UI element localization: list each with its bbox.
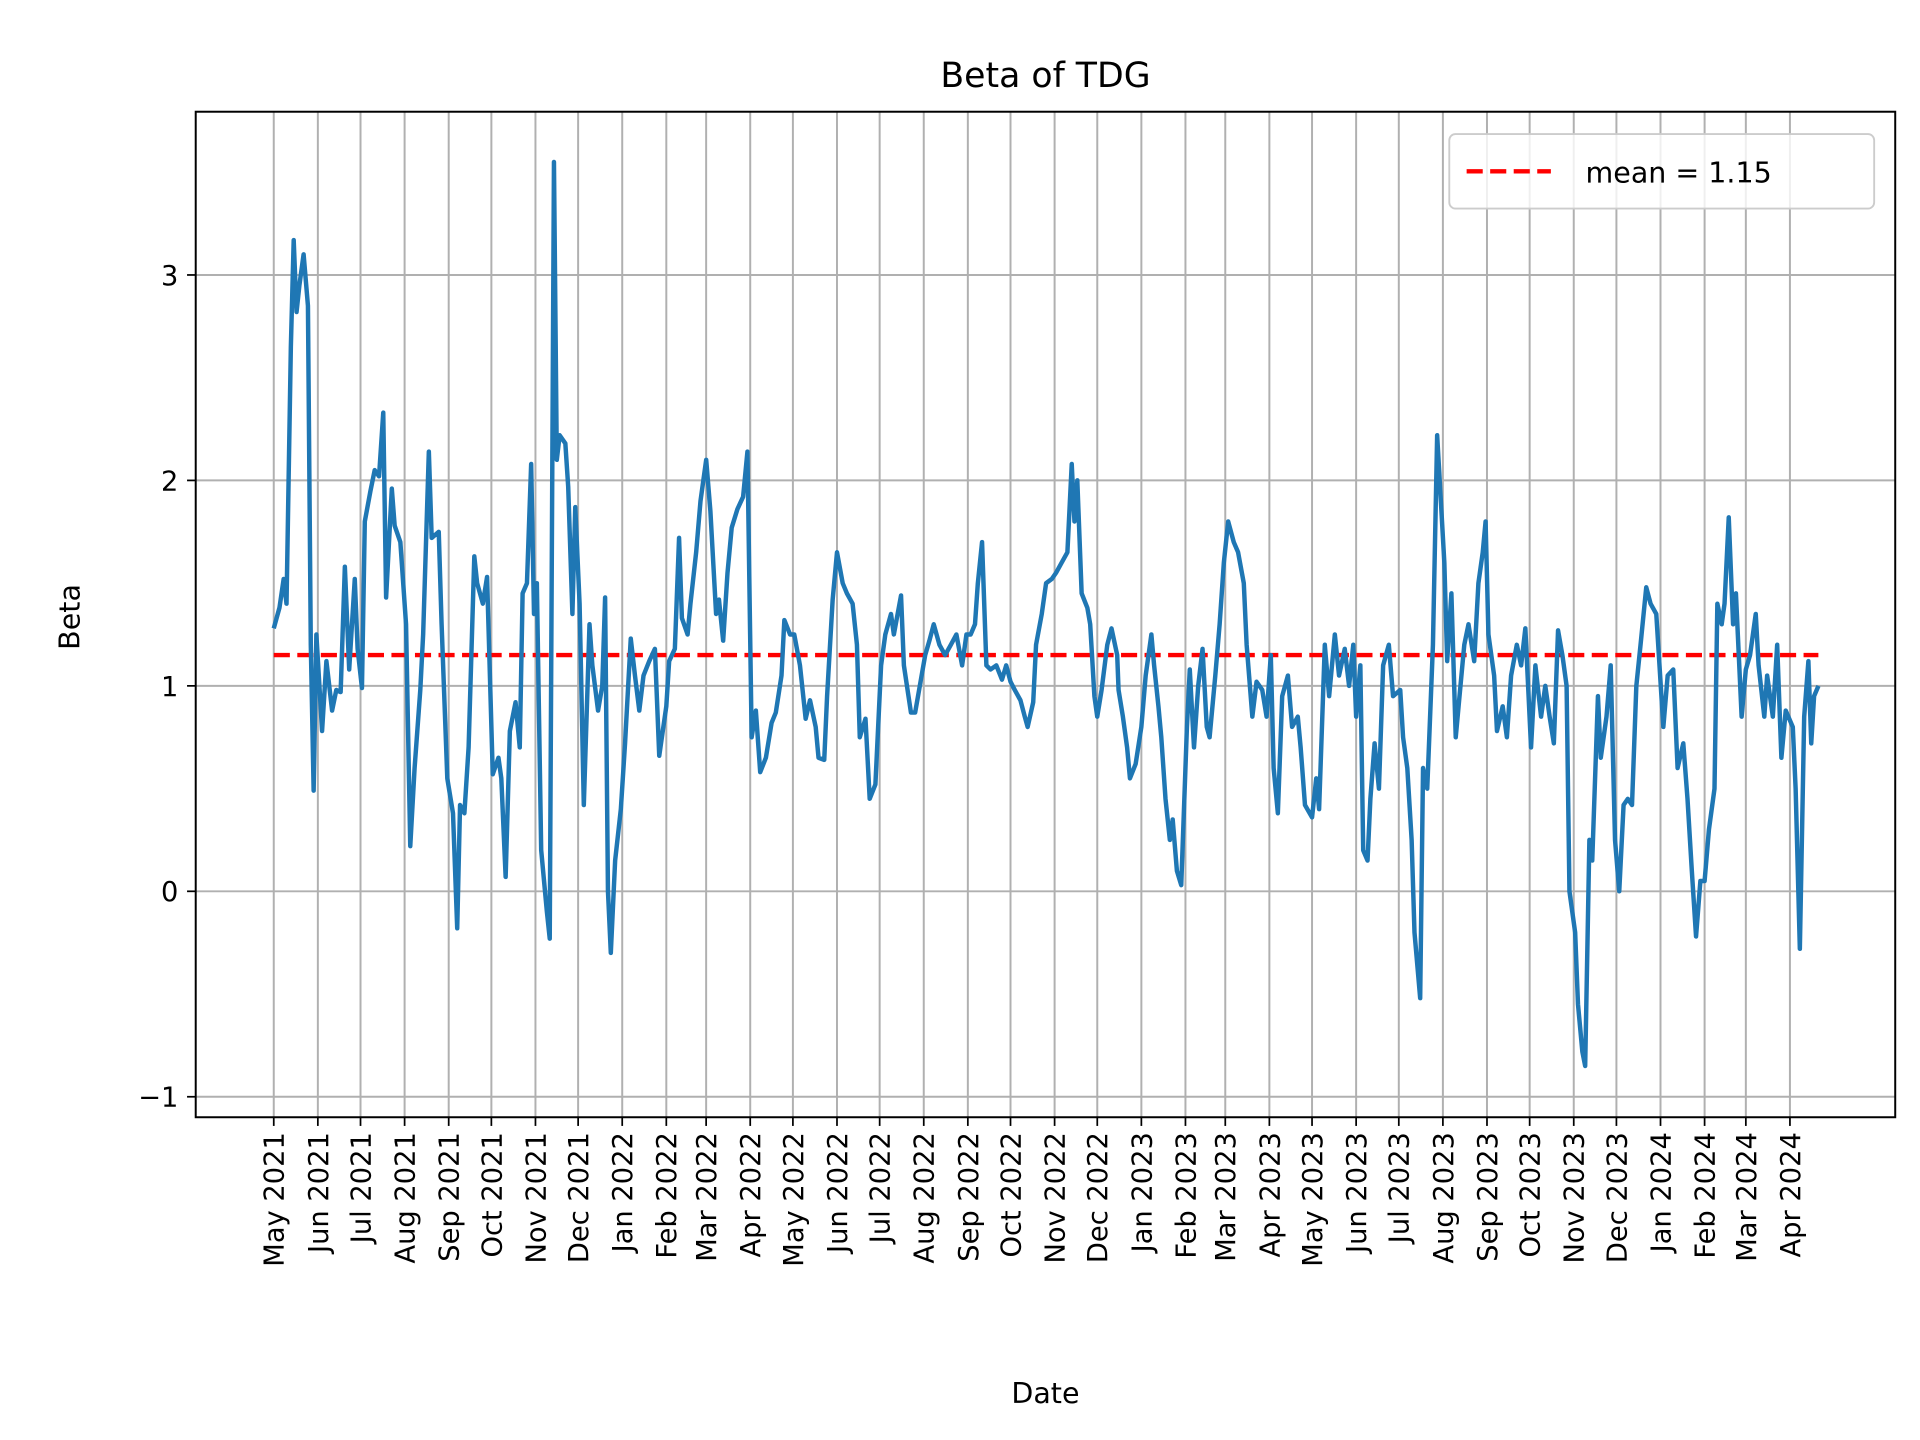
y-tick-label: 3 xyxy=(161,261,178,292)
x-tick-label: May 2021 xyxy=(260,1132,291,1267)
legend: mean = 1.15 xyxy=(1448,133,1876,210)
x-tick-label: May 2022 xyxy=(779,1132,810,1267)
x-tick-label: Apr 2022 xyxy=(736,1132,767,1257)
y-tick-label: 2 xyxy=(161,466,178,497)
x-tick-label: Sep 2023 xyxy=(1473,1132,1504,1262)
x-tick-label: Jan 2023 xyxy=(1127,1132,1158,1254)
x-axis-label: Date xyxy=(1011,1377,1079,1410)
x-tick-label: Mar 2024 xyxy=(1732,1132,1763,1262)
legend-mean-label: mean = 1.15 xyxy=(1586,156,1772,189)
x-tick-label: Sep 2021 xyxy=(435,1132,466,1262)
x-tick-label: Nov 2021 xyxy=(521,1132,552,1263)
x-tick-label: Jun 2023 xyxy=(1342,1132,1373,1255)
x-tick-label: Feb 2024 xyxy=(1691,1132,1722,1258)
x-tick-label: Jan 2024 xyxy=(1646,1132,1677,1254)
x-tick-label: Jul 2023 xyxy=(1385,1132,1416,1245)
x-tick-label: Oct 2022 xyxy=(996,1132,1027,1257)
y-tick-label: 0 xyxy=(161,877,178,908)
y-tick-label: 1 xyxy=(161,672,178,703)
x-tick-label: Jul 2022 xyxy=(866,1132,897,1245)
x-tick-label: Dec 2022 xyxy=(1083,1132,1114,1263)
x-tick-label: Oct 2021 xyxy=(477,1132,508,1257)
x-tick-label: Jul 2021 xyxy=(346,1132,377,1245)
y-tick-label: −1 xyxy=(138,1083,178,1114)
x-tick-label: Nov 2022 xyxy=(1041,1132,1072,1263)
series-group xyxy=(271,159,1821,1069)
x-tick-label: Feb 2022 xyxy=(652,1132,683,1258)
beta-series-line xyxy=(271,159,1821,1069)
chart-title: Beta of TDG xyxy=(940,56,1150,96)
x-tick-label: Aug 2022 xyxy=(910,1132,941,1263)
grid-lines xyxy=(195,111,1896,1118)
x-tick-label: Jan 2022 xyxy=(608,1132,639,1254)
x-tick-label: Dec 2021 xyxy=(564,1132,595,1263)
x-tick-label: Aug 2023 xyxy=(1429,1132,1460,1263)
x-tick-label: Oct 2023 xyxy=(1516,1132,1547,1257)
y-axis-ticks: −1 0 1 2 3 xyxy=(138,261,196,1114)
x-tick-label: Sep 2022 xyxy=(954,1132,985,1262)
legend-box xyxy=(1448,133,1876,210)
y-axis-label: Beta xyxy=(53,584,86,650)
x-tick-label: Aug 2021 xyxy=(391,1132,422,1263)
x-tick-label: Jun 2022 xyxy=(823,1132,854,1255)
x-tick-label: May 2023 xyxy=(1298,1132,1329,1267)
axes-frame xyxy=(194,110,1897,1119)
x-tick-label: Apr 2024 xyxy=(1776,1132,1807,1257)
x-tick-label: Mar 2022 xyxy=(692,1132,723,1262)
x-tick-label: Mar 2023 xyxy=(1211,1132,1242,1262)
x-tick-label: Feb 2023 xyxy=(1171,1132,1202,1258)
x-tick-label: Jun 2021 xyxy=(304,1132,335,1255)
x-axis-ticks: May 2021 Jun 2021 Jul 2021 Aug 2021 Sep 2021… xyxy=(260,1117,1807,1267)
x-tick-label: Dec 2023 xyxy=(1602,1132,1633,1263)
x-tick-label: Nov 2023 xyxy=(1560,1132,1591,1263)
x-tick-label: Apr 2023 xyxy=(1255,1132,1286,1257)
